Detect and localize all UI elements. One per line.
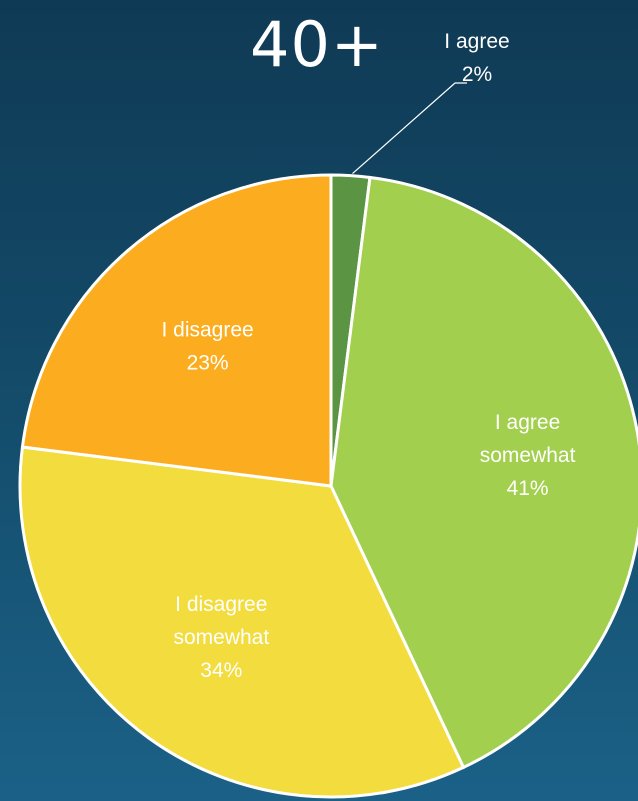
slice-category-label: I disagree xyxy=(175,593,267,616)
slice-category-label: I agree xyxy=(495,411,560,434)
chart-title: 40+ xyxy=(250,8,384,81)
pie-labels: I agree 2% I agree somewhat 41% I disagree som… xyxy=(161,30,575,682)
slice-percent-label: 23% xyxy=(187,352,229,375)
slice-percent-label: 41% xyxy=(507,477,549,500)
pie-slice-2 xyxy=(18,445,466,799)
pie-slices xyxy=(18,173,638,799)
pie-slice-3 xyxy=(20,173,333,488)
leader-line xyxy=(352,82,467,175)
slice-category-label: somewhat xyxy=(480,444,576,467)
slice-percent-label: 34% xyxy=(200,659,242,682)
slice-category-label: somewhat xyxy=(173,626,269,649)
slice-category-label: I disagree xyxy=(161,319,253,342)
pie-slice-1 xyxy=(329,175,638,770)
slice-percent-label: 2% xyxy=(462,63,492,86)
slice-category-label: I agree xyxy=(444,30,509,53)
